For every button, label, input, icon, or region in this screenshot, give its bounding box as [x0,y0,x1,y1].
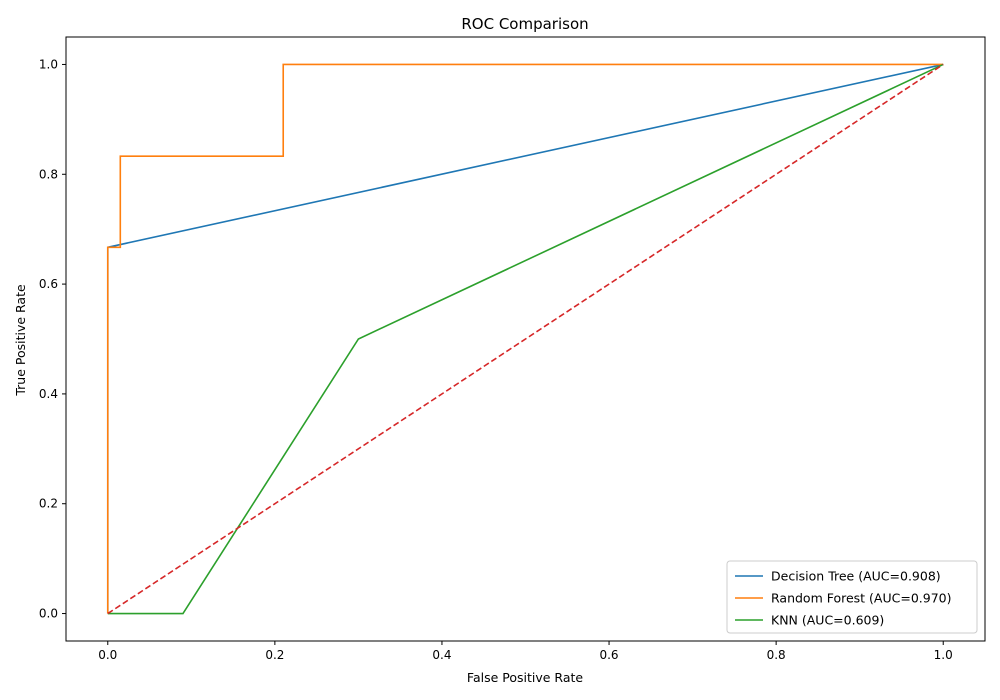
plot-lines [106,63,944,615]
legend-box [726,560,978,634]
plot-frame [65,36,986,642]
y-tick-label: 0.0 [39,607,58,621]
legend-label-0: Decision Tree (AUC=0.908) [771,569,941,584]
x-axis: 0.0 0.2 0.4 0.6 0.8 1.0 [98,641,953,662]
x-tick-label: 0.4 [432,648,451,662]
chart-title: ROC Comparison [461,15,588,33]
x-tick-label: 0.2 [265,648,284,662]
legend-label-2: KNN (AUC=0.609) [771,613,884,628]
y-axis-label: True Positive Rate [13,284,28,397]
y-tick-label: 0.8 [39,167,58,181]
legend-label-1: Random Forest (AUC=0.970) [771,591,952,606]
x-tick-label: 0.0 [98,648,117,662]
y-tick-label: 1.0 [39,57,58,71]
y-tick-label: 0.4 [39,387,58,401]
y-tick-label: 0.2 [39,497,58,511]
series-line-2 [107,63,944,615]
x-tick-label: 0.8 [767,648,786,662]
x-axis-label: False Positive Rate [467,670,583,685]
series-line-1 [106,63,944,614]
reference-diagonal-line [107,63,944,615]
x-tick-label: 1.0 [934,648,953,662]
x-tick-label: 0.6 [599,648,618,662]
legend: Decision Tree (AUC=0.908) Random Forest (… [726,560,978,634]
y-tick-label: 0.6 [39,277,58,291]
y-axis: 0.0 0.2 0.4 0.6 0.8 1.0 [39,57,66,621]
